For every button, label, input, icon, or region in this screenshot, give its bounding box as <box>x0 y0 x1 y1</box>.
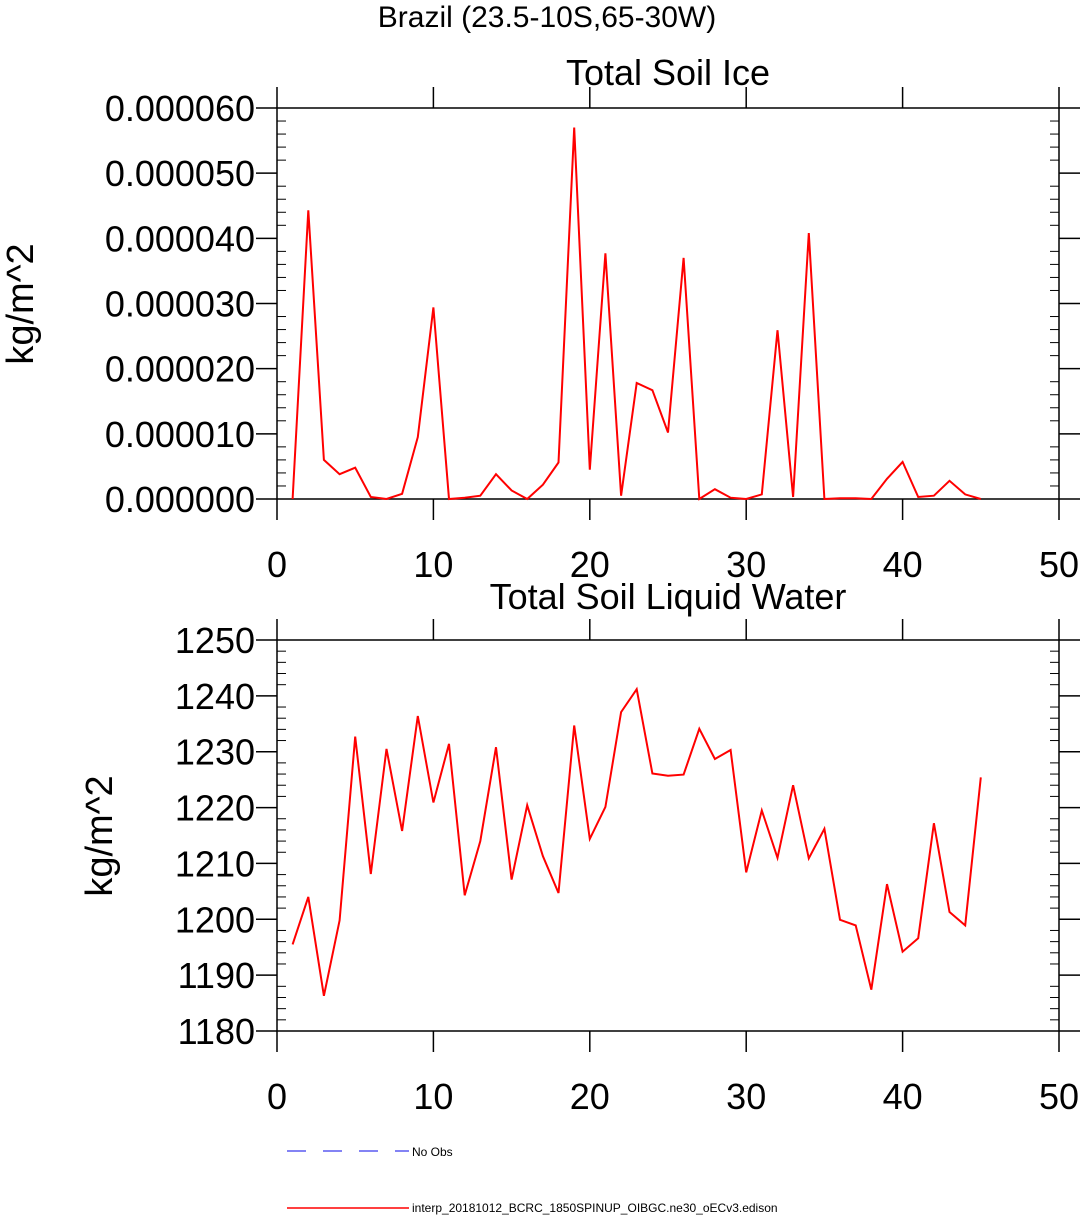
plot-frame <box>276 639 1060 1032</box>
x-tick-label: 50 <box>1039 1076 1079 1117</box>
x-tick-label: 20 <box>570 544 610 585</box>
y-axis-label-soil-liquid-water: kg/m^2 <box>79 775 121 896</box>
plot-area-soil-liquid-water: 0 10 20 30 40 50 1180 1190 1200 1210 1220 1230 1240 1… <box>175 619 1080 1117</box>
y-tick-label: 1250 <box>175 620 255 661</box>
panel-title-soil-ice: Total Soil Ice <box>566 52 770 93</box>
series-line <box>291 686 982 997</box>
x-tick-label: 40 <box>883 544 923 585</box>
figure-suptitle: Brazil (23.5-10S,65-30W) <box>378 1 716 34</box>
y-tick-label: 0.000040 <box>105 218 255 259</box>
y-tick-label: 0.000010 <box>105 414 255 455</box>
x-tick-label: 10 <box>413 1076 453 1117</box>
plot-area-soil-ice: 0 10 20 30 40 50 0.000000 0.000010 0.000020 0.000… <box>105 87 1080 585</box>
legend-label-no-obs: No Obs <box>412 1145 453 1159</box>
panel-soil-ice: Total Soil Ice kg/m^2 0 10 20 30 40 50 0.00000… <box>0 52 1080 585</box>
y-tick-label: 1210 <box>175 843 255 884</box>
y-tick-label: 0.000020 <box>105 349 255 390</box>
y-tick-label: 0.000050 <box>105 153 255 194</box>
y-tick-label: 0.000030 <box>105 284 255 325</box>
legend-label-model-run: interp_20181012_BCRC_1850SPINUP_OIBGC.ne… <box>412 1201 778 1215</box>
plot-frame <box>276 107 1060 500</box>
series-line <box>291 127 982 501</box>
x-tick-label: 20 <box>570 1076 610 1117</box>
y-tick-label: 0.000060 <box>105 88 255 129</box>
y-tick-label: 1220 <box>175 788 255 829</box>
x-tick-label: 0 <box>267 544 287 585</box>
y-axis-label-soil-ice: kg/m^2 <box>0 243 42 364</box>
x-tick-label: 30 <box>726 1076 766 1117</box>
x-tick-label: 10 <box>413 544 453 585</box>
y-tick-label: 1200 <box>175 899 255 940</box>
y-tick-label: 0.000000 <box>105 479 255 520</box>
legend: No Obs interp_20181012_BCRC_1850SPINUP_O… <box>287 1145 778 1215</box>
x-tick-label: 30 <box>726 544 766 585</box>
x-tick-label: 40 <box>883 1076 923 1117</box>
y-tick-label: 1190 <box>178 955 255 996</box>
y-tick-label: 1180 <box>178 1011 255 1052</box>
y-tick-label: 1240 <box>175 676 255 717</box>
y-tick-label: 1230 <box>175 732 255 773</box>
x-tick-label: 50 <box>1039 544 1079 585</box>
x-tick-label: 0 <box>267 1076 287 1117</box>
panel-title-soil-liquid-water: Total Soil Liquid Water <box>490 576 847 617</box>
panel-soil-liquid-water: Total Soil Liquid Water kg/m^2 0 10 20 30 40… <box>79 576 1080 1117</box>
